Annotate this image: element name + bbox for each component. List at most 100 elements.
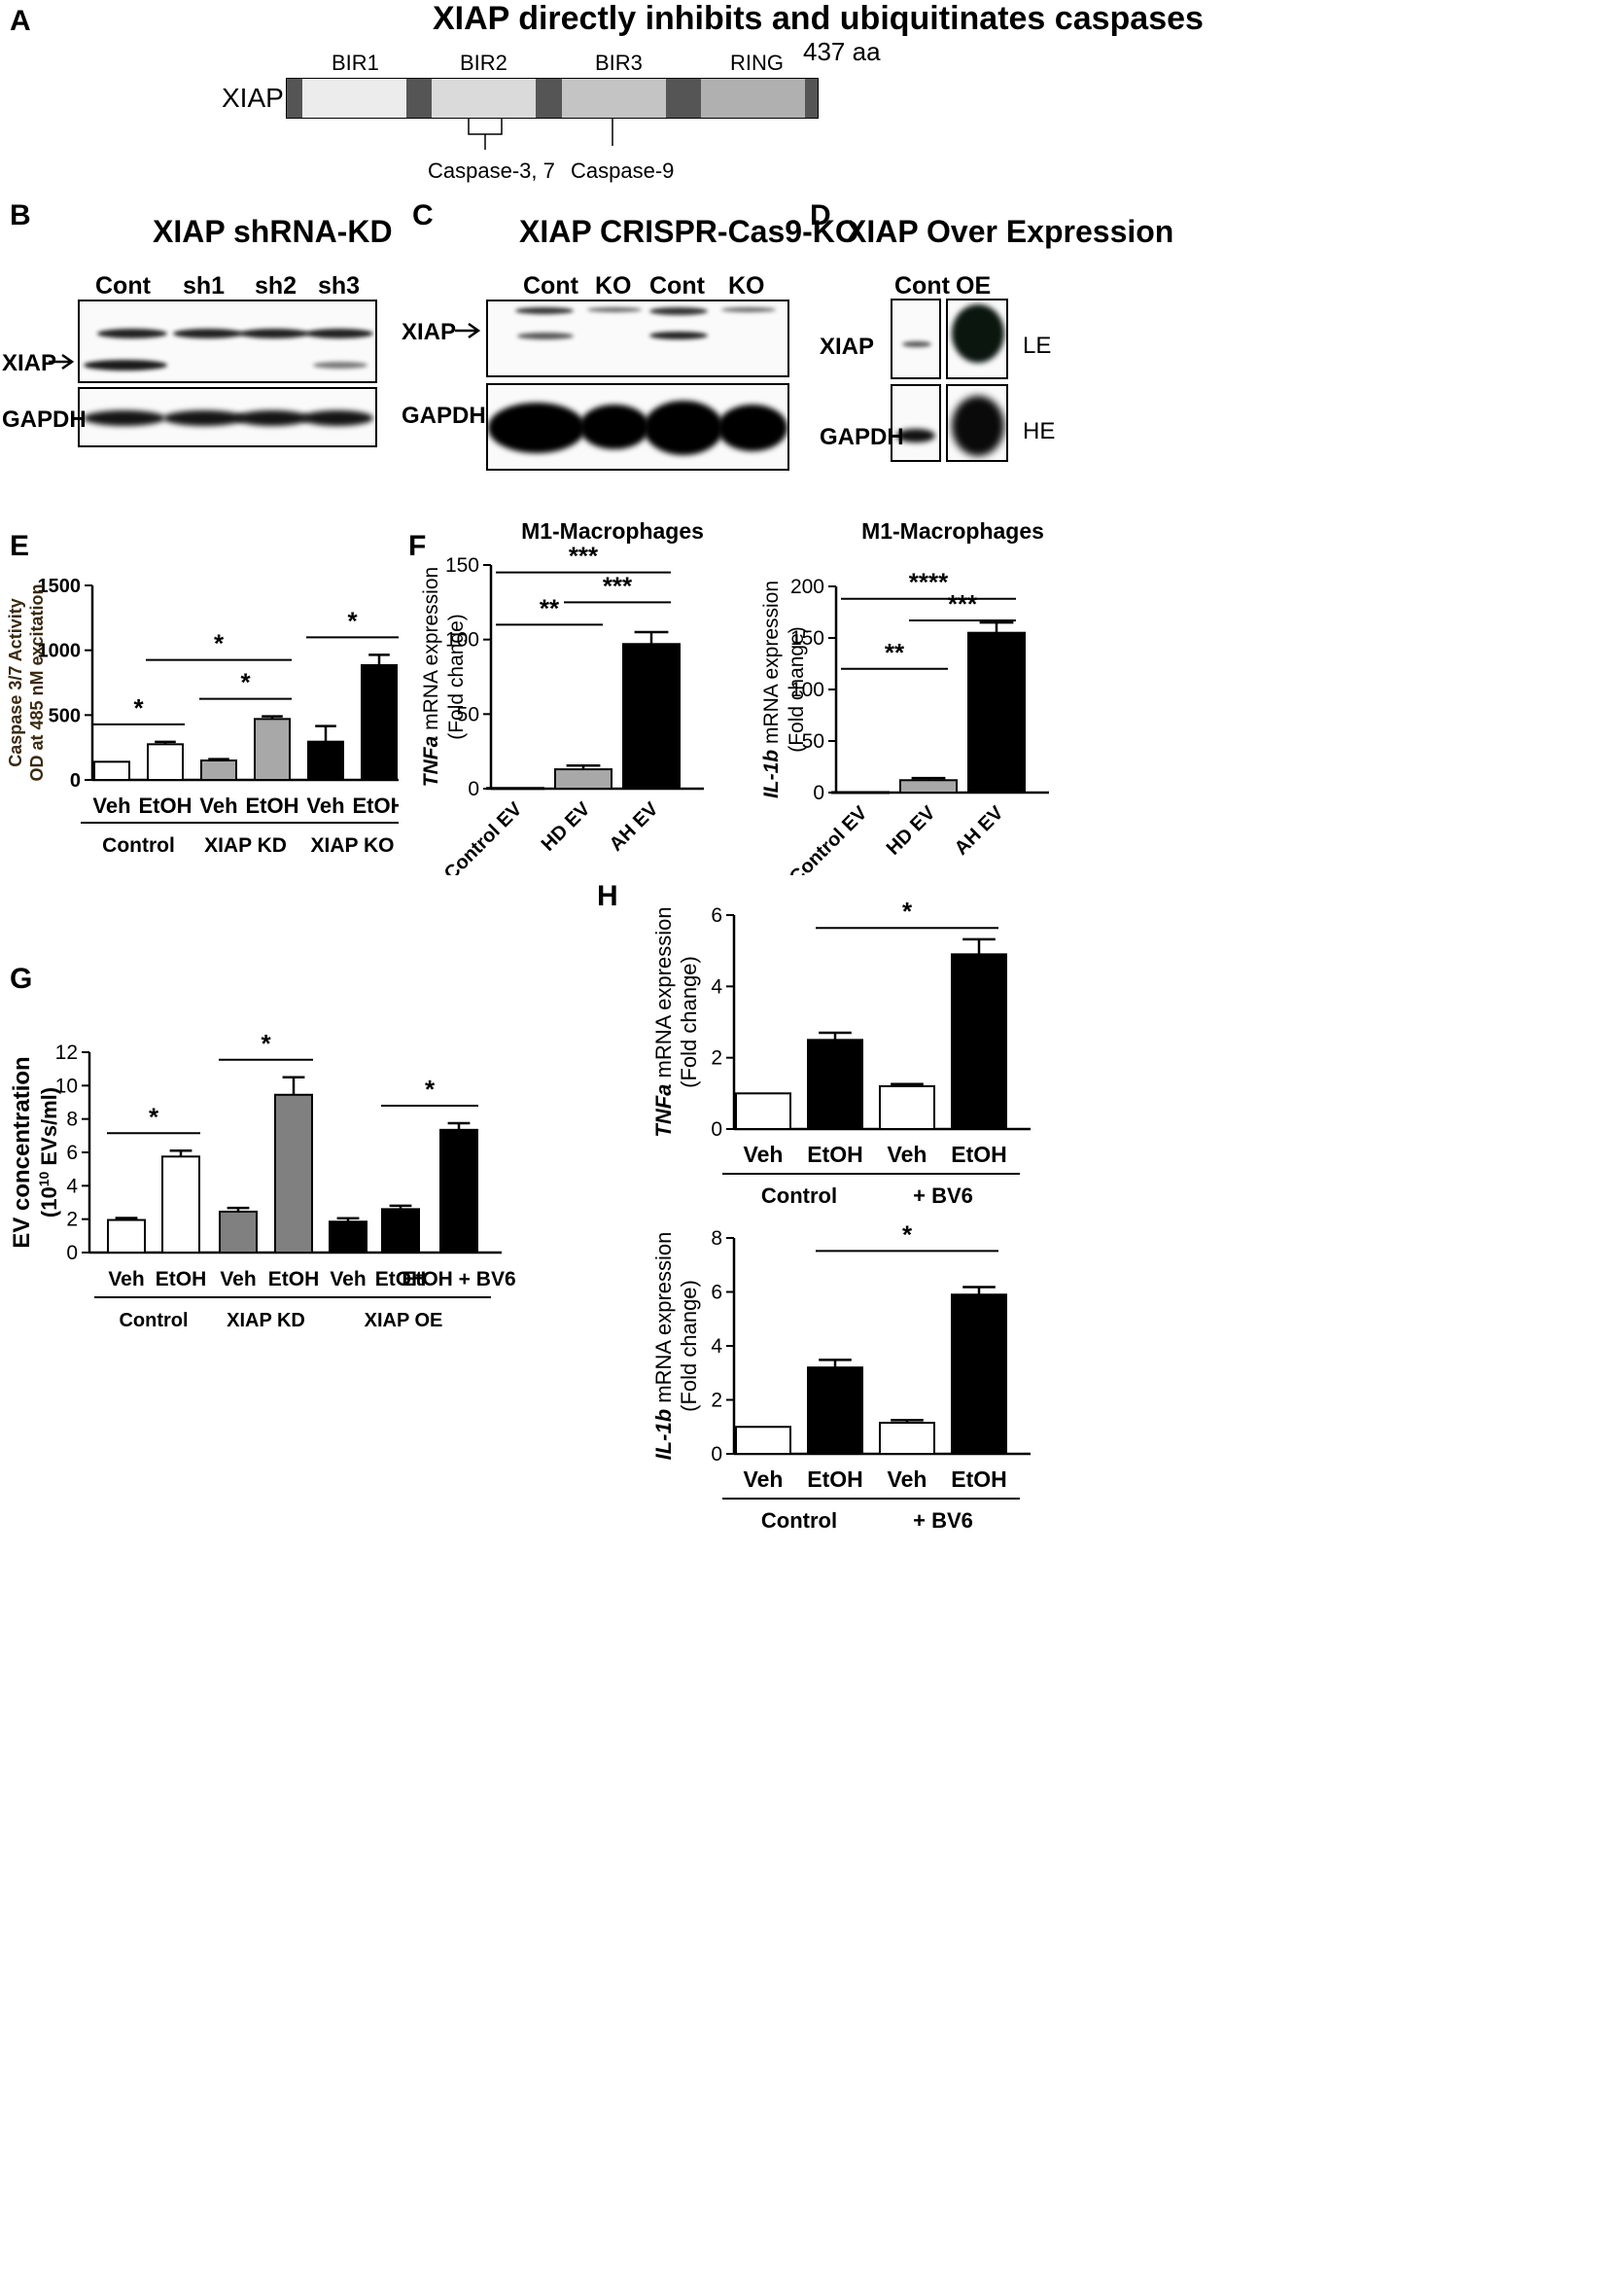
x-tick-label: Veh — [744, 1466, 784, 1492]
y-axis-label-part: (10 — [37, 1186, 61, 1218]
lane-label: sh1 — [183, 272, 226, 300]
significance-label: * — [240, 668, 251, 697]
x-tick-label: EtOH — [951, 1466, 1007, 1492]
bar — [807, 1366, 863, 1455]
bir2-domain — [432, 79, 536, 118]
protein-label: XIAP — [222, 83, 284, 113]
y-axis-label: TNFa mRNA expression (Fold change) — [651, 906, 701, 1137]
lane-label: sh2 — [255, 272, 297, 300]
y-axis-label-part: mRNA expression — [651, 1232, 676, 1409]
x-tick-label: Veh — [888, 1466, 927, 1492]
y-tick-label: 8 — [711, 1227, 722, 1250]
x-tick-label: EtOH — [139, 794, 192, 818]
x-tick-label: Veh — [108, 1268, 144, 1290]
bar — [219, 1210, 258, 1254]
bar — [254, 718, 291, 781]
gene-name: IL-1b — [760, 750, 783, 798]
x-tick-label: Veh — [744, 1142, 784, 1167]
arrow-icon — [49, 353, 75, 371]
xiap-blot-c — [486, 300, 789, 377]
y-axis-label-part: 10 — [36, 1172, 52, 1187]
bar — [831, 791, 890, 795]
ring-domain — [701, 79, 805, 118]
significance-label: * — [149, 1102, 159, 1131]
row-label-gapdh-c: GAPDH — [402, 403, 486, 429]
chart-h-il1b: 0 2 4 6 8 Veh EtOH Veh EtOH Control + BV6 * IL-1b mR… — [651, 1220, 1031, 1532]
group-label: Control — [761, 1508, 837, 1532]
y-tick-label: 50 — [457, 703, 479, 725]
group-label: XIAP KO — [311, 834, 395, 857]
y-tick-label: 100 — [790, 679, 824, 701]
y-tick-label: 6 — [711, 904, 722, 927]
significance-label: *** — [603, 571, 633, 600]
gene-name: TNFa — [651, 1084, 676, 1138]
bar — [899, 779, 958, 794]
x-tick-label: EtOH — [951, 1142, 1007, 1167]
bar — [381, 1208, 420, 1254]
gapdh-blot-d-oe — [946, 384, 1008, 462]
bar — [735, 1092, 791, 1130]
x-tick-label: AH EV — [951, 802, 1008, 860]
lane-label: KO — [595, 272, 632, 300]
y-axis-label-part: mRNA expression — [760, 581, 783, 750]
significance-label: * — [133, 693, 144, 723]
lane-label: sh3 — [318, 272, 361, 300]
y-axis-label-line: TNFa mRNA expression — [651, 906, 676, 1137]
y-axis-label-part: EVs/ml) — [37, 1087, 61, 1172]
group-label: XIAP KD — [227, 1310, 305, 1331]
significance-label: * — [261, 1029, 271, 1058]
arrow-icon — [455, 322, 481, 339]
protein-length: 437 aa — [803, 37, 881, 66]
exposure-label-le: LE — [1023, 333, 1052, 359]
y-axis-label-line: Caspase 3/7 Activity — [6, 598, 25, 766]
bar — [274, 1093, 313, 1254]
bar — [951, 1293, 1007, 1456]
chart-e: 0 500 1000 1500 Veh EtOH Veh EtOH Veh EtOH Control… — [6, 576, 399, 857]
group-label: Control — [119, 1310, 188, 1331]
y-axis-label-line: (Fold change) — [677, 1280, 701, 1412]
group-label: Control — [102, 834, 175, 857]
group-label: + BV6 — [913, 1183, 973, 1208]
y-axis-label-line: TNFa mRNA expression — [420, 567, 442, 787]
group-label: XIAP KD — [204, 834, 287, 857]
y-tick-label: 200 — [790, 576, 824, 598]
y-tick-label: 150 — [445, 554, 479, 577]
gene-name: IL-1b — [651, 1409, 676, 1461]
y-axis-label: EV concentration (1010 EVs/ml) — [9, 1056, 61, 1248]
group-label: XIAP OE — [365, 1310, 443, 1331]
domain-label-bir2: BIR2 — [460, 51, 507, 75]
row-label-xiap-b: XIAP — [2, 350, 57, 376]
y-axis-label-line: (Fold change) — [677, 956, 701, 1088]
x-tick-label: Veh — [888, 1142, 927, 1167]
y-axis-label: Caspase 3/7 Activity OD at 485 nM excitat… — [6, 583, 47, 781]
xiap-blot-d-oe — [946, 299, 1008, 379]
y-tick-label: 2 — [711, 1047, 722, 1070]
bar — [879, 1085, 935, 1130]
bar — [93, 760, 130, 781]
x-tick-label: AH EV — [606, 798, 663, 856]
x-tick-label: Veh — [220, 1268, 256, 1290]
x-tick-label: Veh — [92, 794, 130, 818]
y-axis-label: IL-1b mRNA expression (Fold change) — [651, 1232, 701, 1461]
lane-label: Cont — [649, 272, 705, 300]
y-axis-label-part: mRNA expression — [420, 567, 442, 736]
bar — [486, 787, 544, 791]
y-tick-label: 2 — [66, 1209, 78, 1231]
y-tick-label: 10 — [55, 1075, 78, 1097]
domain-label-bir1: BIR1 — [332, 51, 379, 75]
panel-c-title: XIAP CRISPR-Cas9-KO — [519, 214, 859, 249]
significance-label: ** — [885, 638, 905, 667]
x-tick-label: EtOH — [156, 1268, 207, 1290]
significance-label: * — [902, 1220, 913, 1249]
y-tick-label: 0 — [66, 1242, 78, 1264]
significance-label: *** — [948, 589, 978, 618]
bar — [622, 643, 681, 790]
x-tick-label: EtOH — [375, 1268, 427, 1290]
significance-label: * — [214, 629, 225, 658]
y-tick-label: 1500 — [38, 576, 82, 597]
significance-label: * — [902, 900, 913, 926]
y-tick-label: 6 — [711, 1282, 722, 1304]
lane-label: OE — [956, 272, 992, 300]
bar — [147, 743, 184, 781]
